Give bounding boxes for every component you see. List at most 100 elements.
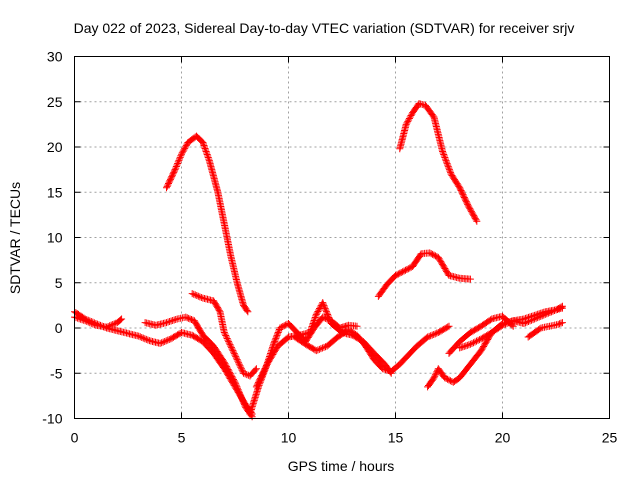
data-point <box>171 166 179 174</box>
series-3 <box>163 132 252 316</box>
series-2 <box>141 313 256 421</box>
data-point <box>233 383 241 391</box>
data-point <box>506 318 514 326</box>
data-point <box>223 335 231 343</box>
data-point <box>220 329 228 337</box>
data-point <box>540 308 548 316</box>
data-point <box>141 335 149 343</box>
data-point <box>118 315 126 323</box>
data-point <box>313 309 321 317</box>
data-point <box>201 143 209 151</box>
data-point <box>104 322 112 330</box>
data-point <box>225 339 233 347</box>
data-point <box>226 370 234 378</box>
data-point <box>176 155 184 163</box>
data-point <box>164 336 172 344</box>
data-point <box>234 357 242 365</box>
data-point <box>275 327 283 335</box>
data-point <box>433 329 441 337</box>
data-point <box>183 314 191 322</box>
data-point <box>225 338 233 346</box>
series-12 <box>456 302 566 352</box>
data-point <box>424 333 432 341</box>
data-point <box>404 117 412 125</box>
data-point <box>429 112 437 120</box>
data-point <box>441 155 449 163</box>
data-point <box>427 250 435 258</box>
data-point <box>441 154 449 162</box>
data-point <box>350 329 358 337</box>
data-point <box>181 144 189 152</box>
chart-title: Day 022 of 2023, Sidereal Day-to-day VTE… <box>74 20 575 36</box>
series-7 <box>291 322 453 375</box>
series-8 <box>374 249 474 300</box>
data-point <box>444 161 452 169</box>
data-point <box>239 398 247 406</box>
data-point <box>86 319 94 327</box>
y-axis-label: SDTVAR / TECUs <box>7 182 23 294</box>
data-point <box>144 336 152 344</box>
data-point <box>170 167 178 175</box>
data-point <box>445 322 453 330</box>
data-point <box>193 292 201 300</box>
data-point <box>447 169 455 177</box>
data-point <box>346 327 354 335</box>
data-point <box>425 332 433 340</box>
data-point <box>277 323 285 331</box>
data-point <box>243 306 251 314</box>
data-point <box>173 161 181 169</box>
data-point <box>223 363 231 371</box>
data-point <box>537 309 545 317</box>
data-point <box>238 366 246 374</box>
data-point <box>344 326 352 334</box>
data-point <box>161 337 169 345</box>
data-point <box>224 366 232 374</box>
data-point <box>554 320 562 328</box>
y-tick-label-3: 5 <box>55 275 63 291</box>
data-point <box>78 316 86 324</box>
data-point <box>317 345 325 353</box>
data-point <box>405 116 413 124</box>
data-point <box>222 361 230 369</box>
data-point <box>117 316 125 324</box>
data-point <box>236 390 244 398</box>
data-point <box>521 314 529 322</box>
data-point <box>523 314 531 322</box>
data-point <box>528 312 536 320</box>
data-point <box>397 268 405 276</box>
x-axis-label: GPS time / hours <box>288 458 395 474</box>
data-point <box>170 316 178 324</box>
x-tick-label-5: 25 <box>602 430 618 446</box>
data-point <box>236 362 244 370</box>
data-point <box>202 146 210 154</box>
data-point <box>279 322 287 330</box>
data-point <box>405 114 413 122</box>
data-point <box>239 396 247 404</box>
data-point <box>232 354 240 362</box>
data-point <box>136 333 144 341</box>
data-point <box>172 164 180 172</box>
data-point <box>178 150 185 158</box>
data-point <box>463 341 471 349</box>
data-point <box>225 367 233 375</box>
data-point <box>190 290 198 298</box>
data-point <box>227 371 235 379</box>
data-point <box>175 156 183 164</box>
data-point <box>322 314 330 322</box>
data-point <box>526 313 534 321</box>
data-point <box>234 384 242 392</box>
data-point <box>524 313 532 321</box>
data-point <box>215 306 223 314</box>
data-point <box>80 316 88 324</box>
data-point <box>197 293 205 301</box>
data-point <box>280 322 288 330</box>
data-point <box>321 305 329 313</box>
data-point <box>138 333 146 341</box>
data-point <box>177 152 185 160</box>
data-point <box>529 312 537 320</box>
data-point <box>271 336 279 344</box>
data-point <box>159 338 167 346</box>
x-tick-label-0: 0 <box>71 430 79 446</box>
y-tick-label-7: 25 <box>47 94 63 110</box>
